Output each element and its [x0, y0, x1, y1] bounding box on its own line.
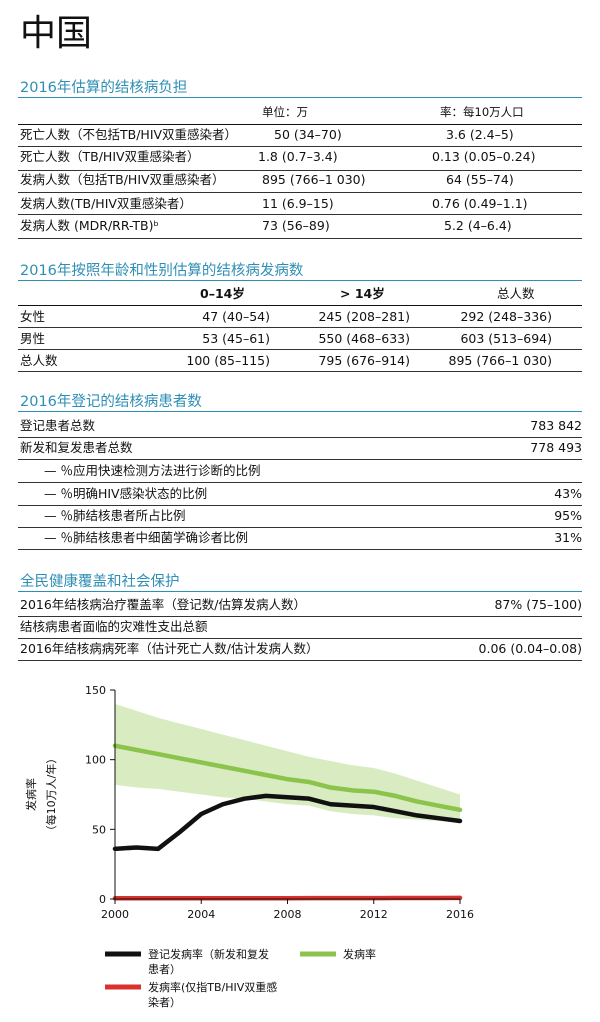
series-line-0 [112, 743, 463, 813]
legend-label: 登记发病率（新发和复发 [148, 947, 269, 961]
burden-row-label: 发病人数 (MDR/RR-TB)ᵇ [20, 218, 159, 233]
burden-row-label: 死亡人数（不包括TB/HIV双重感染者） [20, 127, 238, 142]
burden-row-rate: 5.2 (4–6.4) [444, 218, 512, 233]
legend-label: 发病率 [343, 947, 376, 961]
incidence-chart: 0 50 100 150 2000 2004 2008 2012 2016 发病率 （每10万人/年… [24, 684, 474, 1009]
x-tick-label: 2008 [274, 908, 302, 921]
y-axis-label-unit: （每10万人/年） [44, 753, 58, 837]
row-rule [18, 660, 582, 661]
notified-row-value: 31% [554, 530, 582, 545]
age-sex-cell: 100 (85–115) [186, 353, 270, 368]
age-sex-row-label: 总人数 [20, 353, 58, 368]
age-sex-row-label: 女性 [20, 309, 46, 324]
burden-row-rate: 0.76 (0.49–1.1) [432, 196, 528, 211]
uhc-heading: 全民健康覆盖和社会保护 [20, 574, 180, 590]
legend-label-cont: 染者） [148, 995, 181, 1009]
legend-label-cont: 患者） [148, 963, 181, 976]
uhc-row-label: 结核病患者面临的灾难性支出总额 [20, 619, 208, 634]
burden-row-number: 11 (6.9–15) [262, 196, 334, 211]
notified-row-label: — ％应用快速检测方法进行诊断的比例 [44, 463, 261, 478]
row-rule [18, 327, 582, 328]
notified-row-value: 783 842 [530, 418, 582, 433]
row-rule [18, 638, 582, 639]
col-over-14: > 14岁 [340, 286, 385, 301]
row-rule [18, 505, 582, 506]
age-sex-row-label: 男性 [20, 331, 46, 346]
notified-row-label: 登记患者总数 [20, 418, 96, 433]
burden-row-label: 发病人数（包括TB/HIV双重感染者） [20, 172, 225, 187]
uhc-row-label: 2016年结核病治疗覆盖率（登记数/估算发病人数） [20, 597, 307, 612]
x-tick-label: 2004 [187, 908, 215, 921]
notified-row-label: — ％肺结核患者所占比例 [44, 508, 186, 523]
legend-label: 发病率(仅指TB/HIV双重感 [148, 980, 277, 994]
notified-row-label: — ％肺结核患者中细菌学确诊者比例 [44, 530, 248, 545]
row-rule [18, 146, 582, 147]
notified-row-label: 新发和复发患者总数 [20, 440, 133, 455]
age-sex-heading-rule [18, 280, 582, 281]
uhc-row-value: 0.06 (0.04–0.08) [478, 641, 582, 656]
x-tick-label: 2012 [360, 908, 388, 921]
row-rule [18, 482, 582, 483]
row-rule [18, 616, 582, 617]
row-rule [18, 349, 582, 350]
page-title: 中国 [20, 13, 93, 54]
uhc-row-label: 2016年结核病病死率（估计死亡人数/估计发病人数） [20, 641, 319, 656]
burden-col-rate: 率：每10万人口 [440, 105, 524, 119]
burden-row-label: 发病人数(TB/HIV双重感染者） [20, 196, 192, 211]
row-rule [18, 192, 582, 193]
uhc-row-value: 87% (75–100) [494, 597, 582, 612]
row-rule [18, 371, 582, 372]
y-tick-label: 0 [99, 893, 106, 906]
col-total: 总人数 [497, 286, 535, 301]
row-rule [18, 459, 582, 460]
row-rule [18, 238, 582, 239]
age-sex-cell: 53 (45–61) [202, 331, 270, 346]
age-sex-heading: 2016年按照年龄和性别估算的结核病发病数 [20, 263, 304, 279]
x-tick-label: 2016 [446, 908, 474, 921]
notified-heading-rule [18, 411, 582, 412]
notified-row-label: — ％明确HIV感染状态的比例 [44, 486, 208, 501]
col-0-14: 0–14岁 [200, 286, 245, 301]
series-line-1 [112, 793, 463, 852]
burden-row-rate: 64 (55–74) [446, 172, 514, 187]
burden-row-number: 73 (56–89) [262, 218, 330, 233]
age-sex-cell: 895 (766–1 030) [448, 353, 552, 368]
row-rule [18, 527, 582, 528]
burden-row-number: 895 (766–1 030) [262, 172, 366, 187]
row-rule [18, 549, 582, 550]
notified-row-value: 778 493 [530, 440, 582, 455]
burden-heading-rule [18, 97, 582, 98]
y-tick-label: 100 [85, 754, 106, 767]
notified-heading: 2016年登记的结核病患者数 [20, 394, 202, 410]
y-tick-label: 150 [85, 684, 106, 697]
burden-heading: 2016年估算的结核病负担 [20, 80, 188, 96]
row-rule [18, 437, 582, 438]
age-sex-cell: 795 (676–914) [318, 353, 410, 368]
age-sex-cell: 47 (40–54) [202, 309, 270, 324]
burden-row-number: 50 (34–70) [274, 127, 342, 142]
burden-col-number: 单位：万 [262, 105, 308, 119]
burden-row-label: 死亡人数（TB/HIV双重感染者） [20, 149, 200, 164]
age-sex-cell: 292 (248–336) [460, 309, 552, 324]
burden-row-rate: 0.13 (0.05–0.24) [432, 149, 536, 164]
age-sex-cell: 603 (513–694) [460, 331, 552, 346]
row-rule [18, 214, 582, 215]
age-sex-cell: 245 (208–281) [318, 309, 410, 324]
row-rule [18, 170, 582, 171]
row-rule [18, 124, 582, 125]
burden-row-rate: 3.6 (2.4–5) [446, 127, 514, 142]
notified-row-value: 43% [554, 486, 582, 501]
y-axis-label: 发病率 [24, 778, 38, 811]
uhc-heading-rule [18, 591, 582, 592]
notified-row-value: 95% [554, 508, 582, 523]
age-sex-cell: 550 (468–633) [318, 331, 410, 346]
x-tick-label: 2000 [101, 908, 129, 921]
y-tick-label: 50 [92, 823, 106, 836]
incidence-uncertainty-band [115, 703, 460, 823]
burden-row-number: 1.8 (0.7–3.4) [258, 149, 338, 164]
row-rule [18, 305, 582, 306]
